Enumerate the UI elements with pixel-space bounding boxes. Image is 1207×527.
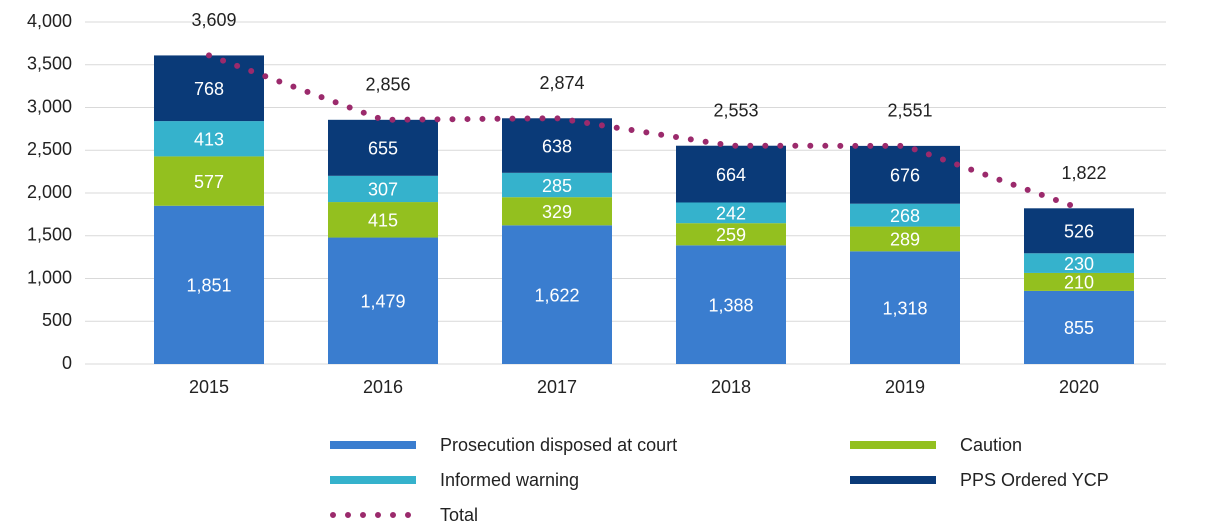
data-label: 210	[1064, 273, 1094, 293]
x-tick-label: 2017	[537, 377, 577, 397]
x-tick-label: 2018	[711, 377, 751, 397]
bar-segment	[328, 175, 438, 203]
bar-segment	[676, 245, 786, 364]
bar-segment	[154, 55, 264, 122]
bar-segment	[328, 237, 438, 364]
bar-segment	[676, 223, 786, 246]
x-tick-label: 2016	[363, 377, 403, 397]
data-label: 268	[890, 206, 920, 226]
total-line	[206, 52, 1082, 212]
data-label: 230	[1064, 254, 1094, 274]
bar-segment	[502, 172, 612, 198]
bar-segment	[676, 202, 786, 224]
bar-segment	[502, 197, 612, 226]
y-tick-label: 2,500	[27, 139, 72, 159]
data-label: 526	[1064, 222, 1094, 242]
total-label: 2,874	[539, 73, 584, 93]
legend-swatch	[850, 441, 936, 449]
total-label: 2,856	[365, 75, 410, 95]
x-tick-label: 2019	[885, 377, 925, 397]
data-label: 768	[194, 79, 224, 99]
data-label: 259	[716, 225, 746, 245]
legend-swatch	[330, 476, 416, 484]
bar-segment	[676, 145, 786, 203]
bar-segment	[850, 203, 960, 227]
total-label: 1,822	[1061, 163, 1106, 183]
total-label: 2,551	[887, 101, 932, 121]
data-label: 664	[716, 165, 746, 185]
y-tick-label: 1,000	[27, 267, 72, 287]
legend-swatch	[330, 441, 416, 449]
bar-segment	[1024, 290, 1134, 364]
bar-segment	[850, 226, 960, 252]
bar-segment	[328, 119, 438, 176]
data-label: 1,388	[708, 295, 753, 315]
bar-segment	[850, 145, 960, 204]
y-tick-label: 0	[62, 353, 72, 373]
data-label: 638	[542, 136, 572, 156]
y-tick-label: 500	[42, 310, 72, 330]
y-tick-label: 3,000	[27, 96, 72, 116]
bar-segment	[328, 202, 438, 238]
data-label: 855	[1064, 318, 1094, 338]
y-tick-label: 2,000	[27, 182, 72, 202]
data-label: 676	[890, 166, 920, 186]
bar-segment	[154, 156, 264, 206]
data-label: 1,318	[882, 298, 927, 318]
data-label: 307	[368, 180, 398, 200]
x-tick-label: 2015	[189, 377, 229, 397]
data-label: 1,851	[186, 276, 231, 296]
x-tick-label: 2020	[1059, 377, 1099, 397]
bar-segment	[502, 118, 612, 173]
data-label: 285	[542, 176, 572, 196]
data-label: 329	[542, 202, 572, 222]
legend-label: Caution	[960, 435, 1022, 455]
y-tick-label: 4,000	[27, 11, 72, 31]
y-tick-label: 1,500	[27, 225, 72, 245]
bar-segment	[502, 225, 612, 364]
bar-segment	[850, 251, 960, 364]
legend-label: Prosecution disposed at court	[440, 435, 677, 455]
data-label: 1,622	[534, 285, 579, 305]
legend-swatch	[850, 476, 936, 484]
data-label: 415	[368, 211, 398, 231]
total-label: 3,609	[191, 10, 236, 30]
bar-segment	[154, 121, 264, 157]
total-label: 2,553	[713, 100, 758, 120]
legend-label: Total	[440, 505, 478, 525]
data-label: 413	[194, 130, 224, 150]
data-label: 1,479	[360, 292, 405, 312]
data-label: 577	[194, 172, 224, 192]
data-label: 242	[716, 204, 746, 224]
legend-label: Informed warning	[440, 470, 579, 490]
data-label: 655	[368, 139, 398, 159]
bar-segment	[1024, 253, 1134, 273]
bar-segment	[1024, 208, 1134, 254]
data-label: 289	[890, 230, 920, 250]
y-tick-label: 3,500	[27, 54, 72, 74]
bar-segment	[154, 205, 264, 364]
legend-label: PPS Ordered YCP	[960, 470, 1109, 490]
bar-segment	[1024, 272, 1134, 291]
